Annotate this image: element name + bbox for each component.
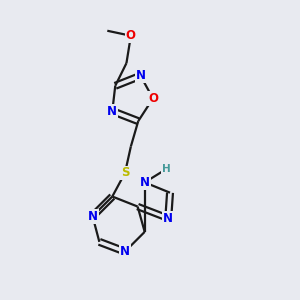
- Text: N: N: [163, 212, 173, 225]
- Text: N: N: [136, 69, 146, 82]
- Text: O: O: [126, 29, 136, 42]
- Text: H: H: [162, 164, 171, 174]
- Text: N: N: [88, 210, 98, 223]
- Text: N: N: [140, 176, 150, 189]
- Text: O: O: [148, 92, 158, 105]
- Text: N: N: [107, 105, 117, 118]
- Text: S: S: [121, 167, 129, 179]
- Text: N: N: [120, 245, 130, 258]
